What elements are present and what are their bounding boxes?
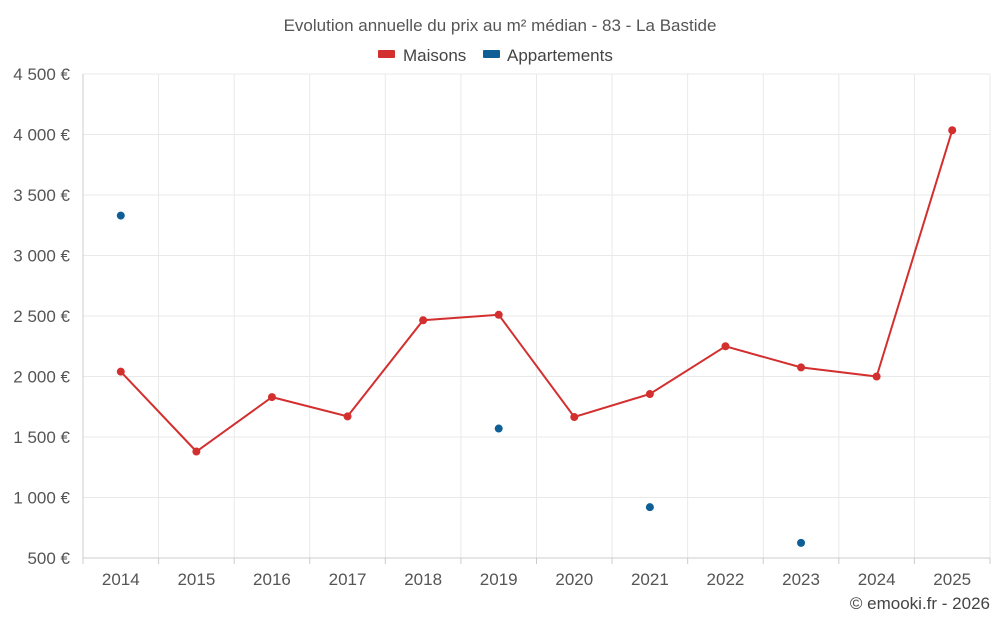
credit-text: © emooki.fr - 2026 [850,594,990,613]
data-point-maisons[interactable] [494,310,503,319]
legend-swatch-maisons [378,50,395,58]
y-tick-label: 2 000 € [13,368,70,387]
data-point-maisons[interactable] [267,393,276,402]
x-tick-label: 2014 [102,570,140,589]
y-tick-label: 2 500 € [13,307,70,326]
y-axis: 500 € 1 000 € 1 500 € 2 000 € 2 500 € 3 000 €… [13,65,84,568]
legend-item-maisons[interactable]: Maisons [378,46,466,65]
x-tick-label: 2022 [707,570,745,589]
legend-item-appartements[interactable]: Appartements [483,46,613,65]
legend-label-maisons: Maisons [403,46,466,65]
x-tick-label: 2024 [858,570,896,589]
x-tick-label: 2025 [933,570,971,589]
x-tick-label: 2015 [177,570,215,589]
data-point-appartements[interactable] [797,538,806,547]
data-point-maisons[interactable] [872,372,881,381]
y-tick-label: 3 500 € [13,186,70,205]
x-tick-label: 2017 [329,570,367,589]
legend: Maisons Appartements [378,46,613,65]
data-point-maisons[interactable] [116,367,125,376]
legend-swatch-appartements [483,50,500,58]
y-tick-label: 4 000 € [13,126,70,145]
series-layer [116,126,957,547]
y-tick-label: 500 € [27,549,70,568]
x-tick-label: 2016 [253,570,291,589]
x-tick-label: 2019 [480,570,518,589]
x-tick-label: 2023 [782,570,820,589]
data-point-maisons[interactable] [419,316,428,325]
grid [83,73,991,558]
data-point-maisons[interactable] [645,390,654,399]
data-point-maisons[interactable] [343,412,352,421]
x-axis: 2014 2015 2016 2017 2018 2019 2020 2021 2022 2023… [82,557,991,589]
data-point-appartements[interactable] [645,503,654,512]
y-tick-label: 1 000 € [13,489,70,508]
data-point-maisons[interactable] [570,413,579,422]
x-tick-label: 2020 [555,570,593,589]
data-point-maisons[interactable] [948,126,957,135]
data-point-maisons[interactable] [721,342,730,351]
series-line-maisons [120,130,954,453]
y-tick-label: 3 000 € [13,247,70,266]
x-tick-label: 2021 [631,570,669,589]
y-tick-label: 1 500 € [13,428,70,447]
y-tick-label: 4 500 € [13,65,70,84]
data-point-maisons[interactable] [192,447,201,456]
x-tick-label: 2018 [404,570,442,589]
data-point-maisons[interactable] [797,363,806,372]
legend-label-appartements: Appartements [507,46,613,65]
data-point-appartements[interactable] [116,211,125,220]
chart-title: Evolution annuelle du prix au m² médian … [284,16,717,35]
data-point-appartements[interactable] [494,424,503,433]
